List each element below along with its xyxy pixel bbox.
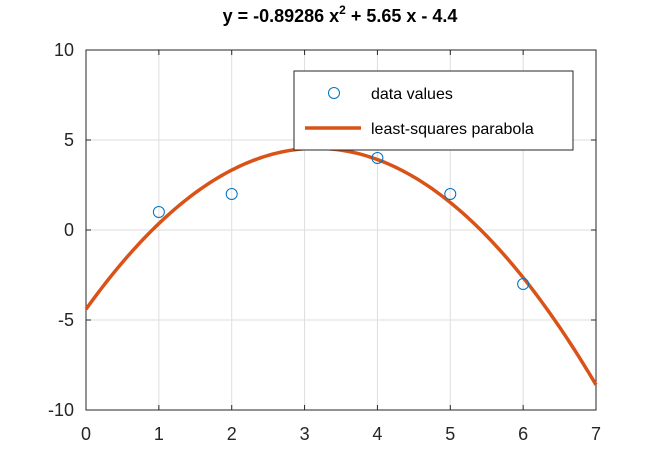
y-tick-label-3: 5 [64, 130, 74, 150]
legend: data values least-squares parabola [293, 70, 574, 151]
y-tick-label-4: 10 [54, 40, 74, 60]
legend-box [293, 70, 574, 151]
x-tick-label-4: 4 [372, 424, 382, 444]
chart-title: y = -0.89286 x2 + 5.65 x - 4.4 [223, 3, 458, 26]
tick-labels: 0 1 2 3 4 5 6 7 -10 -5 0 5 10 [48, 40, 601, 444]
data-point-1 [225, 188, 238, 200]
chart-title-prefix: y = -0.89286 x [223, 6, 340, 26]
x-tick-label-1: 1 [154, 424, 164, 444]
legend-label-data-values: data values [371, 86, 453, 103]
legend-label-least-squares-parabola: least-squares parabola [371, 121, 534, 138]
x-tick-label-2: 2 [227, 424, 237, 444]
legend-marker-data-values [328, 87, 340, 99]
chart-title-suffix: + 5.65 x - 4.4 [346, 6, 458, 26]
axes [85, 49, 597, 411]
x-tick-label-0: 0 [81, 424, 91, 444]
data-point-3 [444, 188, 457, 200]
y-tick-label-0: -10 [48, 400, 74, 420]
x-tick-label-6: 6 [518, 424, 528, 444]
chart-title-superscript: 2 [339, 3, 346, 17]
x-tick-label-3: 3 [300, 424, 310, 444]
data-point-2 [371, 152, 384, 164]
x-tick-label-7: 7 [591, 424, 601, 444]
data-point-4 [517, 278, 530, 290]
data-point-0 [152, 206, 165, 218]
y-tick-label-1: -5 [58, 310, 74, 330]
y-tick-label-2: 0 [64, 220, 74, 240]
x-tick-label-5: 5 [445, 424, 455, 444]
